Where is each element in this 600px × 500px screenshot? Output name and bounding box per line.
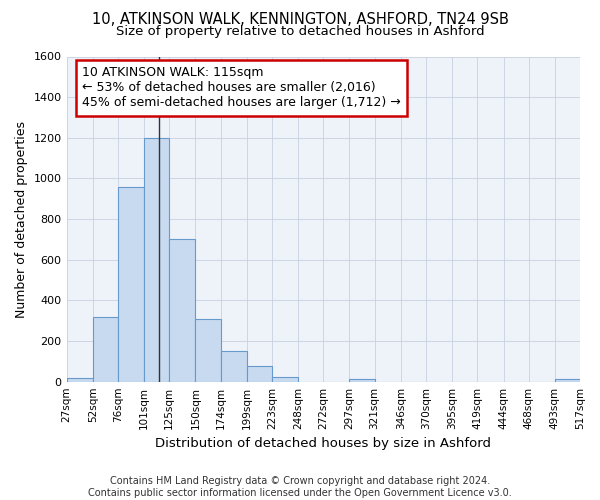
Bar [221, 351, 247, 382]
X-axis label: Distribution of detached houses by size in Ashford: Distribution of detached houses by size … [155, 437, 491, 450]
Y-axis label: Number of detached properties: Number of detached properties [15, 120, 28, 318]
Bar [272, 376, 298, 382]
Text: 10, ATKINSON WALK, KENNINGTON, ASHFORD, TN24 9SB: 10, ATKINSON WALK, KENNINGTON, ASHFORD, … [92, 12, 508, 28]
Bar [93, 316, 118, 382]
Bar [196, 318, 221, 382]
Bar [67, 378, 93, 382]
Bar [144, 138, 169, 382]
Bar [169, 240, 196, 382]
Bar [349, 378, 374, 382]
Text: Contains HM Land Registry data © Crown copyright and database right 2024.
Contai: Contains HM Land Registry data © Crown c… [88, 476, 512, 498]
Bar [247, 366, 272, 382]
Text: Size of property relative to detached houses in Ashford: Size of property relative to detached ho… [116, 25, 484, 38]
Bar [118, 186, 144, 382]
Bar [555, 378, 580, 382]
Text: 10 ATKINSON WALK: 115sqm
← 53% of detached houses are smaller (2,016)
45% of sem: 10 ATKINSON WALK: 115sqm ← 53% of detach… [82, 66, 401, 110]
